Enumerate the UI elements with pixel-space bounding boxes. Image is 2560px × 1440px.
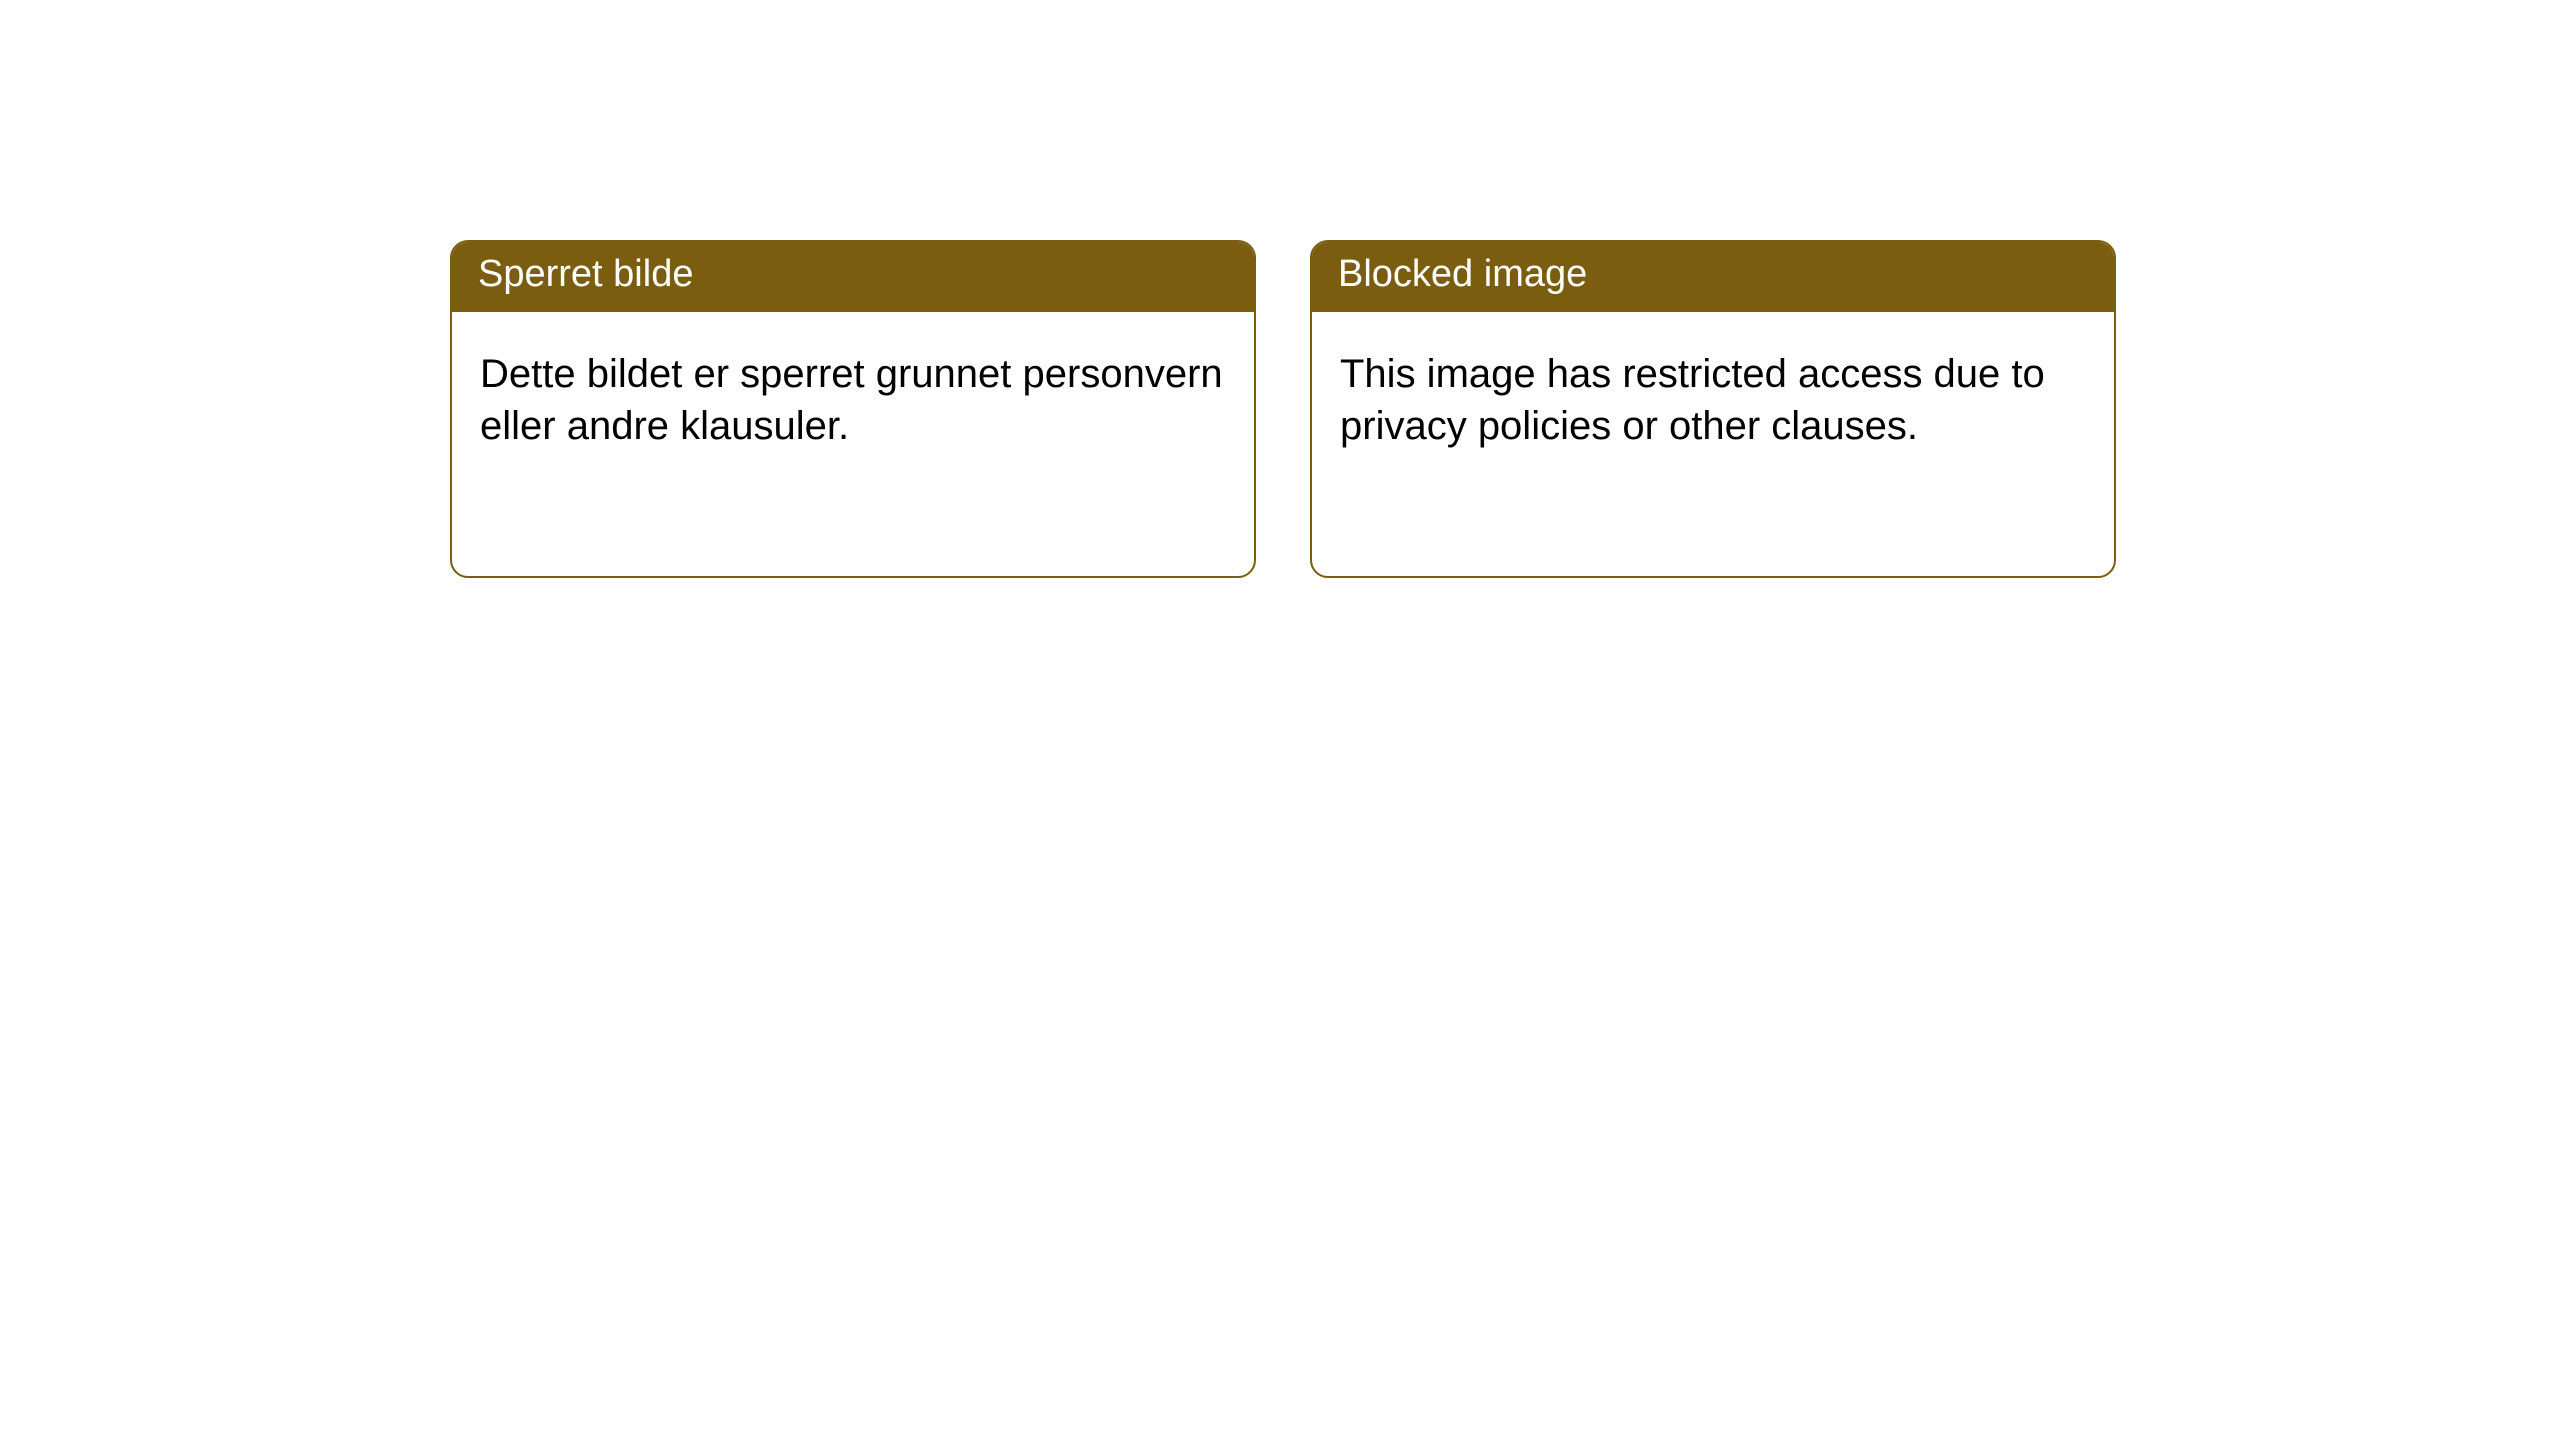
notice-header: Sperret bilde: [452, 242, 1254, 312]
notice-header: Blocked image: [1312, 242, 2114, 312]
notice-box-norwegian: Sperret bilde Dette bildet er sperret gr…: [450, 240, 1256, 578]
notice-body: This image has restricted access due to …: [1312, 312, 2114, 488]
notice-box-english: Blocked image This image has restricted …: [1310, 240, 2116, 578]
notice-body: Dette bildet er sperret grunnet personve…: [452, 312, 1254, 488]
notices-container: Sperret bilde Dette bildet er sperret gr…: [0, 0, 2560, 578]
